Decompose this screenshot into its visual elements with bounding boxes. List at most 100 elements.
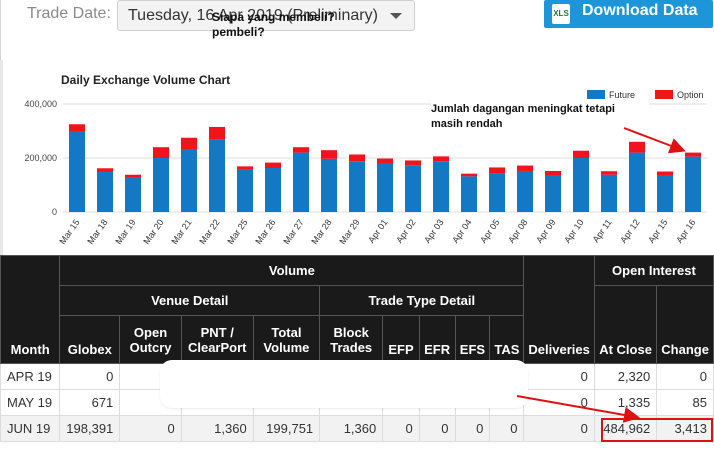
bar-future[interactable] xyxy=(237,169,253,212)
col-globex[interactable]: Globex xyxy=(59,315,121,364)
cell-month: MAY 19 xyxy=(0,389,61,416)
bar-option[interactable] xyxy=(97,168,113,172)
cell-month: JUN 19 xyxy=(0,415,61,442)
bar-future[interactable] xyxy=(629,152,645,212)
bar-option[interactable] xyxy=(209,126,225,140)
trade-date-select[interactable]: Tuesday, 16 Apr 2019 (Preliminary) xyxy=(117,0,415,31)
legend-label: Option xyxy=(677,90,704,100)
col-block-trades[interactable]: Block Trades xyxy=(319,315,384,364)
bar-option[interactable] xyxy=(517,165,533,171)
bar-future[interactable] xyxy=(181,149,197,212)
x-tick-label: Apr 01 xyxy=(366,217,389,244)
bar-future[interactable] xyxy=(461,176,477,212)
bar-option[interactable] xyxy=(237,166,253,170)
cell-deliveries: 0 xyxy=(523,363,595,390)
bar-future[interactable] xyxy=(265,167,281,212)
bar-future[interactable] xyxy=(685,156,701,212)
download-data-button[interactable]: XLS Download Data xyxy=(544,0,713,28)
cell-globex: 0 xyxy=(59,363,121,390)
bar-future[interactable] xyxy=(545,175,561,212)
bar-option[interactable] xyxy=(433,156,449,162)
x-tick-label: Mar 26 xyxy=(253,217,277,246)
bar-future[interactable] xyxy=(405,165,421,212)
bar-option[interactable] xyxy=(69,124,85,131)
volume-table: Month Volume Deliveries Open Interest Ve… xyxy=(0,255,714,442)
bar-option[interactable] xyxy=(377,158,393,164)
col-open-outcry[interactable]: Open Outcry xyxy=(119,315,182,364)
bar-future[interactable] xyxy=(209,139,225,212)
chevron-down-icon xyxy=(390,13,402,19)
group-trade-type-detail: Trade Type Detail xyxy=(319,285,525,316)
legend-label: Future xyxy=(609,90,635,100)
bar-option[interactable] xyxy=(601,171,617,175)
x-tick-label: Mar 19 xyxy=(113,217,137,246)
excel-file-icon: XLS xyxy=(552,4,570,24)
toolbar: Trade Date: Tuesday, 16 Apr 2019 (Prelim… xyxy=(0,0,714,60)
bar-option[interactable] xyxy=(153,147,169,158)
y-tick-label: 400,000 xyxy=(24,99,57,109)
col-month[interactable]: Month xyxy=(0,255,61,364)
col-tas[interactable]: TAS xyxy=(489,315,525,364)
bar-future[interactable] xyxy=(433,161,449,212)
bar-option[interactable] xyxy=(545,170,561,176)
volume-chart-panel: Daily Exchange Volume Chart 0 200,000 400,… xyxy=(3,60,714,255)
bar-future[interactable] xyxy=(321,158,337,212)
x-tick-label: Mar 20 xyxy=(141,217,165,246)
col-at-close[interactable]: At Close xyxy=(593,285,658,364)
cell-pnt: 1,360 xyxy=(180,415,254,442)
table-row: JUN 19 198,391 0 1,360 199,751 1,360 0 0… xyxy=(0,415,714,442)
x-tick-label: Mar 18 xyxy=(85,217,109,246)
bar-future[interactable] xyxy=(573,158,589,212)
bar-future[interactable] xyxy=(125,177,141,212)
y-tick-label: 0 xyxy=(52,207,57,217)
bar-option[interactable] xyxy=(321,150,337,159)
x-tick-label: Apr 12 xyxy=(618,217,641,244)
bar-option[interactable] xyxy=(657,171,673,176)
cell-at-close: 1,335 xyxy=(593,389,658,416)
bar-option[interactable] xyxy=(293,147,309,153)
x-tick-label: Apr 16 xyxy=(674,217,697,244)
col-efp[interactable]: EFP xyxy=(382,315,420,364)
bar-future[interactable] xyxy=(349,161,365,212)
bar-option[interactable] xyxy=(349,154,365,162)
bar-future[interactable] xyxy=(657,175,673,212)
bar-future[interactable] xyxy=(97,171,113,213)
bar-option[interactable] xyxy=(265,162,281,168)
group-venue-detail: Venue Detail xyxy=(59,285,321,316)
bar-future[interactable] xyxy=(293,152,309,212)
bar-option[interactable] xyxy=(573,150,589,158)
x-tick-label: Apr 04 xyxy=(450,217,473,244)
bar-future[interactable] xyxy=(69,131,85,212)
col-deliveries[interactable]: Deliveries xyxy=(523,255,595,364)
bar-future[interactable] xyxy=(601,174,617,212)
bar-option[interactable] xyxy=(629,141,645,153)
cell-total-volume: 199,751 xyxy=(252,415,321,442)
cell-efp: 0 xyxy=(382,415,420,442)
cell-deliveries: 0 xyxy=(523,389,595,416)
bar-option[interactable] xyxy=(461,173,477,177)
col-pnt-clearport[interactable]: PNT / ClearPort xyxy=(180,315,254,364)
bar-future[interactable] xyxy=(153,158,169,212)
bar-future[interactable] xyxy=(517,170,533,212)
bar-option[interactable] xyxy=(685,152,701,157)
bar-option[interactable] xyxy=(489,167,505,174)
bar-option[interactable] xyxy=(125,174,141,178)
bar-option[interactable] xyxy=(181,137,197,150)
cell-tas: 0 xyxy=(489,415,525,442)
x-tick-label: Apr 11 xyxy=(591,217,614,244)
x-tick-label: Apr 02 xyxy=(394,217,417,244)
chart-title: Daily Exchange Volume Chart xyxy=(61,73,230,87)
col-total-volume[interactable]: Total Volume xyxy=(252,315,321,364)
bar-future[interactable] xyxy=(489,173,505,212)
x-tick-label: Mar 22 xyxy=(197,217,221,246)
cell-globex: 671 xyxy=(59,389,121,416)
x-tick-label: Apr 05 xyxy=(478,217,501,244)
col-efr[interactable]: EFR xyxy=(418,315,456,364)
col-efs[interactable]: EFS xyxy=(454,315,491,364)
cell-deliveries: 0 xyxy=(523,415,595,442)
bar-option[interactable] xyxy=(405,160,421,166)
bar-future[interactable] xyxy=(377,163,393,212)
col-change[interactable]: Change xyxy=(656,285,714,364)
cell-change: 0 xyxy=(656,363,714,390)
download-data-label: Download Data xyxy=(582,2,698,19)
